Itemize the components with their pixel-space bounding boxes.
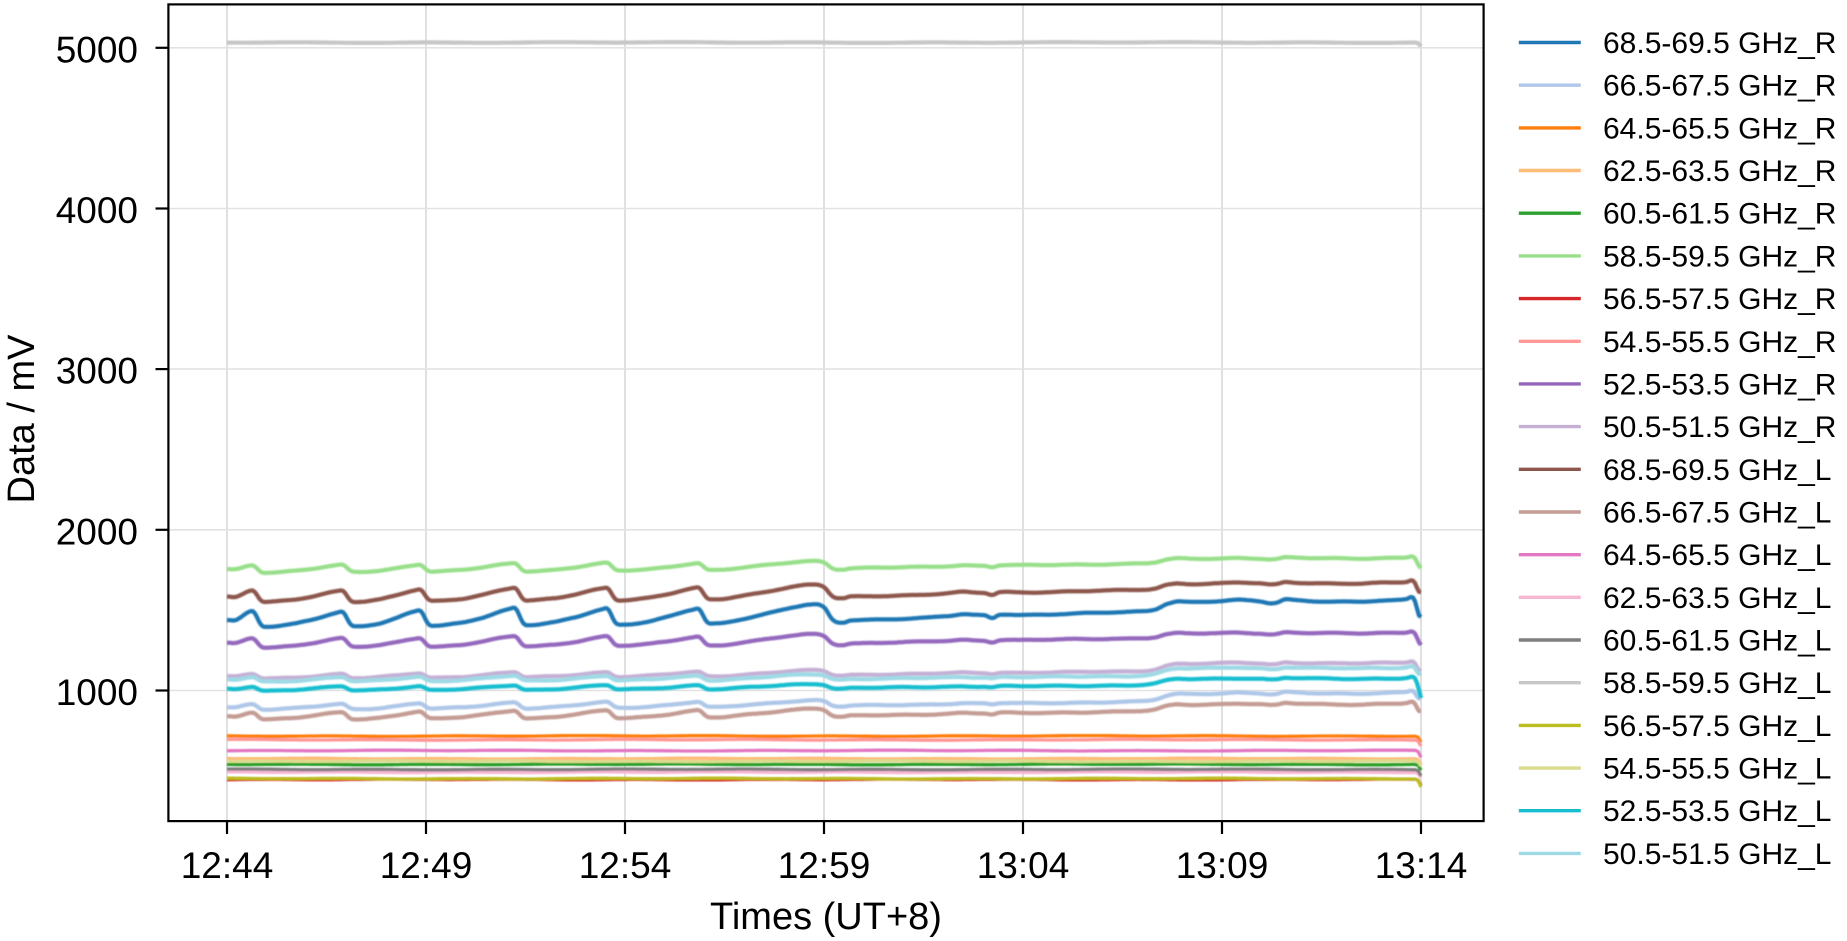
svg-text:50.5-51.5 GHz_R: 50.5-51.5 GHz_R [1603,411,1836,444]
svg-text:56.5-57.5 GHz_L: 56.5-57.5 GHz_L [1603,710,1831,743]
svg-text:60.5-61.5 GHz_R: 60.5-61.5 GHz_R [1603,198,1836,231]
svg-text:66.5-67.5 GHz_L: 66.5-67.5 GHz_L [1603,497,1831,530]
svg-text:13:14: 13:14 [1375,845,1468,886]
svg-text:58.5-59.5 GHz_R: 58.5-59.5 GHz_R [1603,240,1836,273]
svg-text:12:49: 12:49 [380,845,473,886]
svg-text:12:44: 12:44 [181,845,274,886]
svg-text:54.5-55.5 GHz_L: 54.5-55.5 GHz_L [1603,753,1831,786]
svg-text:13:09: 13:09 [1176,845,1269,886]
svg-text:62.5-63.5 GHz_L: 62.5-63.5 GHz_L [1603,582,1831,615]
svg-text:12:54: 12:54 [579,845,672,886]
svg-text:64.5-65.5 GHz_L: 64.5-65.5 GHz_L [1603,539,1831,572]
svg-text:52.5-53.5 GHz_R: 52.5-53.5 GHz_R [1603,368,1836,401]
svg-text:2000: 2000 [56,511,138,552]
svg-text:60.5-61.5 GHz_L: 60.5-61.5 GHz_L [1603,625,1831,658]
svg-text:54.5-55.5 GHz_R: 54.5-55.5 GHz_R [1603,326,1836,359]
svg-text:1000: 1000 [56,672,138,713]
svg-text:64.5-65.5 GHz_R: 64.5-65.5 GHz_R [1603,112,1836,145]
svg-text:50.5-51.5 GHz_L: 50.5-51.5 GHz_L [1603,838,1831,871]
svg-text:66.5-67.5 GHz_R: 66.5-67.5 GHz_R [1603,70,1836,103]
svg-text:3000: 3000 [56,351,138,392]
svg-text:58.5-59.5 GHz_L: 58.5-59.5 GHz_L [1603,667,1831,700]
svg-text:Times (UT+8): Times (UT+8) [710,896,942,938]
svg-text:Data / mV: Data / mV [1,334,43,504]
svg-text:62.5-63.5 GHz_R: 62.5-63.5 GHz_R [1603,155,1836,188]
svg-text:52.5-53.5 GHz_L: 52.5-53.5 GHz_L [1603,795,1831,828]
svg-text:5000: 5000 [56,29,138,70]
svg-text:13:04: 13:04 [977,845,1070,886]
svg-text:4000: 4000 [56,190,138,231]
svg-text:56.5-57.5 GHz_R: 56.5-57.5 GHz_R [1603,283,1836,316]
svg-text:68.5-69.5 GHz_R: 68.5-69.5 GHz_R [1603,27,1836,60]
svg-text:12:59: 12:59 [778,845,871,886]
svg-text:68.5-69.5 GHz_L: 68.5-69.5 GHz_L [1603,454,1831,487]
